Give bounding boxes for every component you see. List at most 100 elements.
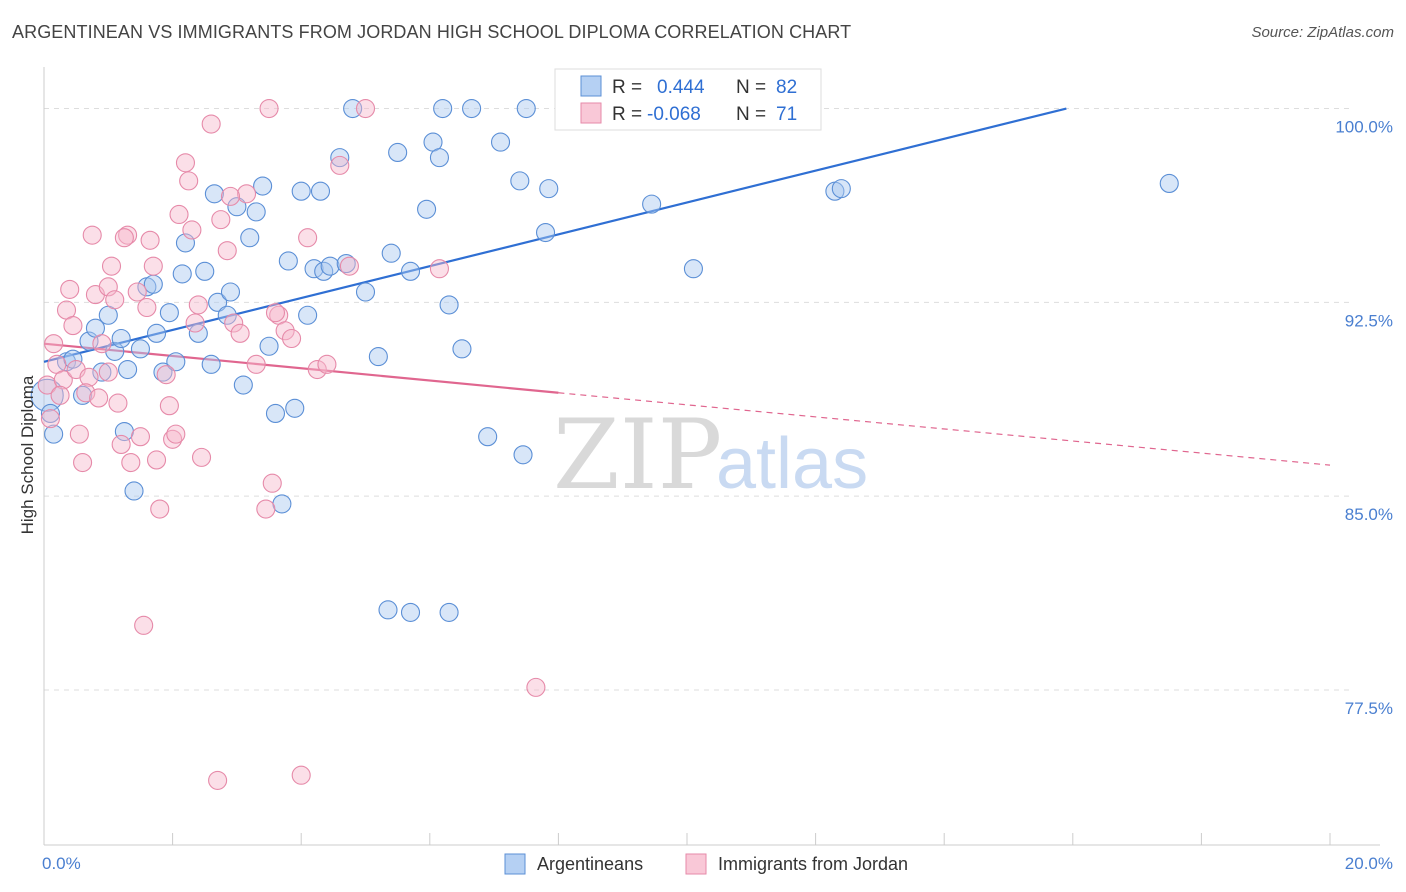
point-blue-34 (246, 202, 266, 222)
point-pink-6 (60, 279, 80, 299)
point-blue-5 (73, 385, 93, 405)
point-blue-25 (195, 261, 215, 281)
point-pink-25 (137, 297, 157, 318)
point-pink-55 (317, 354, 337, 374)
point-blue-24 (188, 323, 208, 343)
point-blue-74 (378, 600, 398, 620)
point-pink-69 (265, 303, 286, 323)
chart-source: Source: ZipAtlas.com (1251, 24, 1394, 41)
stats-legend: R = 0.444 N = 82 R = -0.068 N = 71 (554, 68, 822, 131)
point-pink-39 (201, 114, 221, 134)
point-blue-42 (298, 305, 318, 325)
y-tick-labels: 100.0% 92.5% 85.0% 77.5% (1335, 118, 1393, 718)
points-layer (30, 98, 1179, 790)
legend-label-argentineans: Argentineans (537, 854, 643, 874)
point-pink-40 (208, 770, 228, 790)
point-blue-13 (118, 359, 138, 380)
point-blue-79 (516, 98, 536, 119)
point-blue-38 (272, 494, 292, 514)
y-tick-label-2: 85.0% (1345, 505, 1393, 524)
point-blue-51 (368, 347, 388, 367)
trend-line-blue (43, 107, 1067, 363)
point-blue-64 (535, 223, 556, 243)
point-pink-66 (143, 256, 163, 276)
point-pink-26 (140, 230, 160, 250)
watermark-atlas: atlas (716, 424, 868, 504)
pink-r-label: R = (612, 104, 642, 125)
point-blue-29 (217, 305, 237, 325)
point-pink-21 (121, 452, 141, 473)
y-axis-title: High School Diploma (18, 375, 37, 534)
point-blue-17 (143, 274, 163, 294)
point-blue-69 (642, 194, 662, 214)
point-blue-77 (433, 98, 453, 119)
point-blue-30 (220, 282, 241, 302)
point-blue-73 (1159, 173, 1179, 194)
point-blue-48 (336, 254, 356, 274)
point-blue-41 (291, 181, 311, 201)
point-pink-62 (114, 228, 134, 248)
point-pink-41 (211, 210, 231, 230)
y-tick-label-1: 92.5% (1345, 311, 1393, 330)
point-blue-44 (310, 181, 331, 201)
point-blue-11 (111, 328, 131, 349)
point-blue-33 (240, 228, 260, 248)
point-pink-12 (82, 225, 102, 245)
point-pink-46 (246, 354, 266, 374)
point-blue-19 (153, 362, 173, 382)
point-blue-63 (513, 445, 533, 465)
point-blue-72 (831, 179, 851, 199)
pink-swatch (580, 102, 602, 124)
point-blue-60 (478, 427, 498, 447)
point-pink-29 (156, 365, 176, 385)
point-blue-47 (330, 148, 350, 168)
point-pink-30 (159, 396, 179, 416)
point-pink-43 (224, 313, 244, 333)
point-blue-65 (539, 179, 559, 199)
y-tick-label-3: 77.5% (1345, 699, 1393, 718)
point-pink-53 (298, 228, 318, 248)
point-pink-57 (339, 256, 359, 276)
point-blue-53 (388, 142, 408, 162)
point-pink-16 (101, 256, 122, 276)
point-pink-54 (307, 359, 327, 380)
point-pink-20 (118, 225, 138, 245)
point-blue-8 (92, 362, 112, 382)
trend-line-pink (43, 342, 559, 394)
point-pink-28 (150, 499, 170, 519)
point-pink-9 (69, 424, 89, 444)
point-blue-78 (462, 98, 482, 119)
point-blue-32 (233, 375, 253, 395)
point-blue-58 (439, 295, 459, 315)
y-tick-label-0: 100.0% (1335, 118, 1393, 137)
point-blue-31 (227, 197, 247, 217)
point-pink-27 (146, 450, 167, 470)
point-blue-20 (159, 303, 179, 323)
point-pink-67 (89, 388, 109, 408)
point-pink-63 (76, 383, 96, 403)
x-tick-label-1: 20.0% (1345, 854, 1393, 873)
point-pink-52 (291, 765, 311, 785)
point-blue-22 (172, 264, 192, 284)
point-blue-28 (208, 292, 228, 312)
point-pink-24 (134, 615, 154, 635)
stats-legend-row-pink: R = -0.068 N = 71 (580, 102, 797, 125)
point-pink-23 (130, 427, 150, 447)
point-pink-2 (44, 334, 64, 354)
point-blue-52 (381, 243, 401, 263)
point-blue-62 (510, 171, 530, 191)
x-tick-label-0: 0.0% (42, 854, 81, 873)
point-pink-47 (256, 499, 276, 519)
watermark: ZIP atlas (553, 399, 868, 511)
point-pink-32 (166, 424, 186, 444)
blue-r-label: R = (612, 77, 642, 98)
point-blue-36 (259, 336, 279, 356)
point-pink-42 (217, 241, 237, 261)
point-pink-7 (63, 316, 83, 336)
point-pink-19 (111, 434, 131, 455)
legend-swatch-jordan (685, 853, 707, 875)
pink-n-value: 71 (776, 104, 797, 125)
point-blue-1 (40, 403, 60, 423)
pink-r-value: -0.068 (647, 104, 701, 125)
